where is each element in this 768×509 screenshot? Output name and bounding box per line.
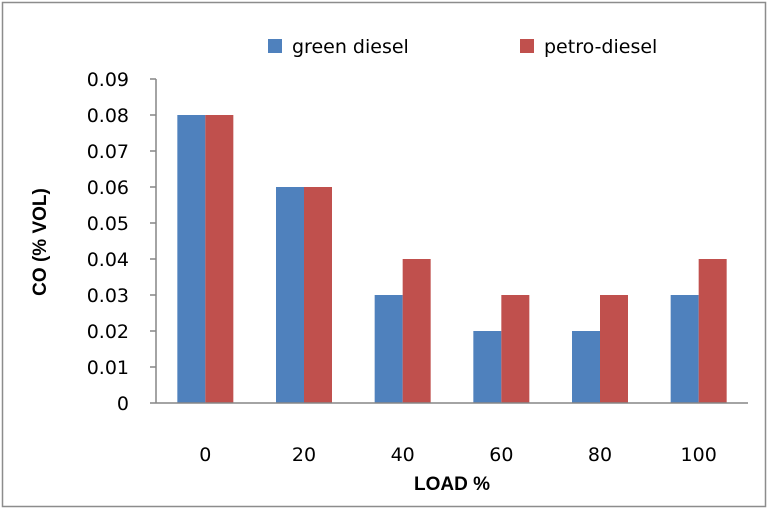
y-tick-label: 0.06 xyxy=(87,177,129,199)
legend-swatch-1 xyxy=(520,39,534,53)
y-tick-label: 0.01 xyxy=(87,357,129,379)
y-tick-label: 0.07 xyxy=(87,141,129,163)
bar-green-diesel-60 xyxy=(473,331,502,403)
y-axis-title: CO (% VOL) xyxy=(30,188,51,296)
y-axis: 0 0.01 0.02 0.03 0.04 0.05 0.06 0.07 0.08 0.09 xyxy=(87,69,157,415)
x-tick-label: 100 xyxy=(681,444,717,466)
bar-green-diesel-100 xyxy=(670,295,699,403)
y-tick-label: 0 xyxy=(117,393,129,415)
bar-petro-diesel-0 xyxy=(205,115,234,403)
bar-petro-diesel-80 xyxy=(600,295,628,403)
bar-green-diesel-80 xyxy=(572,331,600,403)
x-tick-label: 0 xyxy=(199,444,211,466)
x-axis: 0 20 40 60 80 100 xyxy=(156,402,748,466)
bar-green-diesel-0 xyxy=(177,115,206,403)
legend-swatch-0 xyxy=(268,39,282,53)
legend-label-0: green diesel xyxy=(292,36,409,58)
y-tick-label: 0.04 xyxy=(87,249,129,271)
legend-label-1: petro-diesel xyxy=(544,36,657,58)
bar-petro-diesel-100 xyxy=(698,259,727,403)
x-tick-label: 80 xyxy=(588,444,612,466)
y-tick-label: 0.09 xyxy=(87,69,129,91)
x-tick-label: 60 xyxy=(489,444,513,466)
x-tick-label: 40 xyxy=(391,444,415,466)
bars xyxy=(177,115,727,403)
legend: green diesel petro-diesel xyxy=(268,36,657,58)
y-tick-label: 0.03 xyxy=(87,285,129,307)
y-tick-label: 0.02 xyxy=(87,321,129,343)
y-tick-label: 0.08 xyxy=(87,105,129,127)
x-axis-title: LOAD % xyxy=(414,474,490,495)
bar-petro-diesel-20 xyxy=(304,187,332,403)
y-tick-label: 0.05 xyxy=(87,213,129,235)
bar-petro-diesel-60 xyxy=(501,295,530,403)
bar-green-diesel-40 xyxy=(374,295,403,403)
x-tick-label: 20 xyxy=(292,444,316,466)
bar-green-diesel-20 xyxy=(276,187,304,403)
bar-petro-diesel-40 xyxy=(402,259,431,403)
